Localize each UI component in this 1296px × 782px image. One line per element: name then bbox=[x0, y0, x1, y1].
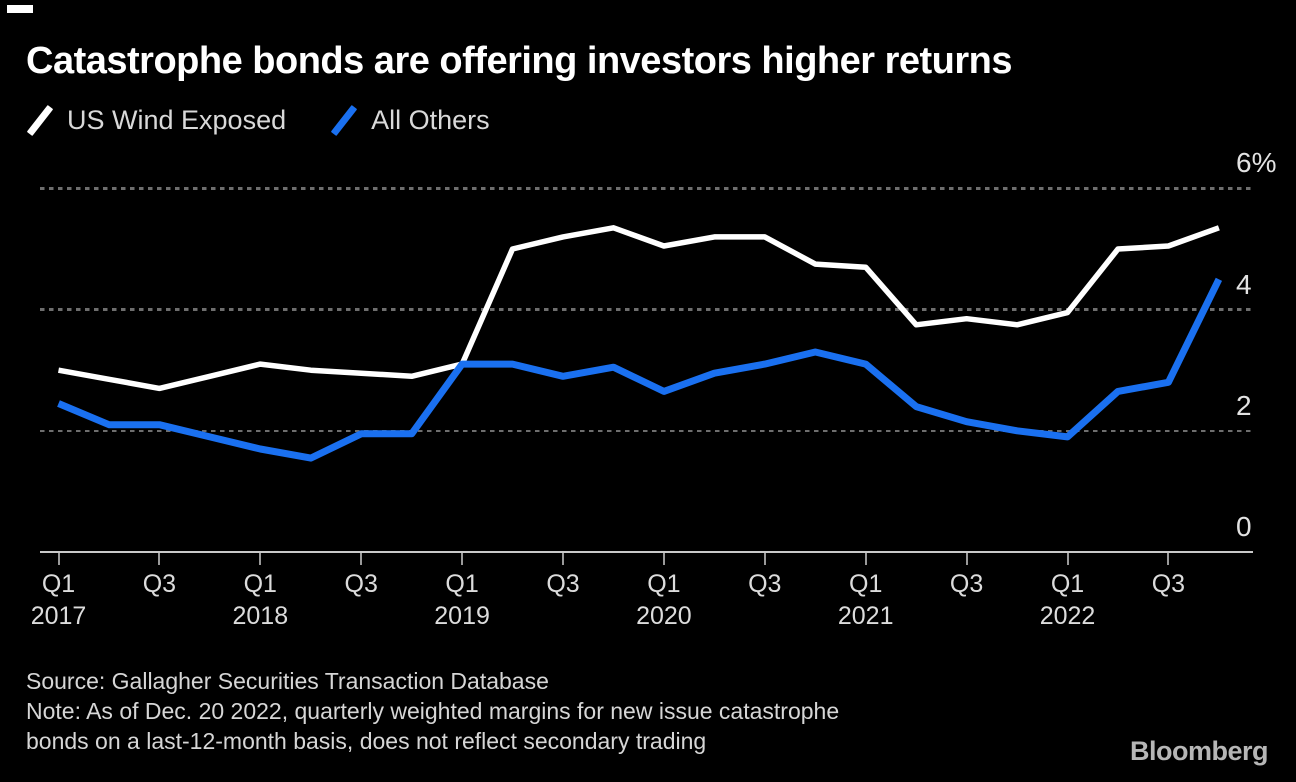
x-axis-line bbox=[40, 550, 1253, 554]
x-axis-year-label: 2022 bbox=[1039, 602, 1096, 630]
chart-legend: US Wind Exposed All Others bbox=[26, 104, 534, 137]
x-axis-tick bbox=[461, 553, 464, 565]
x-axis-quarter-label: Q3 bbox=[142, 570, 177, 598]
note-text-line-2: bonds on a last-12-month basis, does not… bbox=[26, 728, 707, 754]
x-axis-quarter-label: Q1 bbox=[243, 570, 277, 598]
bloomberg-logo: Bloomberg bbox=[1129, 736, 1269, 766]
x-axis-tick bbox=[965, 553, 968, 565]
x-axis-tick bbox=[1167, 553, 1170, 565]
x-axis-quarter-label: Q1 bbox=[41, 570, 76, 598]
gridline-2pct bbox=[40, 429, 1253, 433]
legend-item-us-wind: US Wind Exposed bbox=[26, 104, 287, 137]
y-axis-label-2: 2 bbox=[1236, 389, 1252, 421]
x-axis-quarter-label: Q1 bbox=[1050, 570, 1085, 598]
x-axis-year-label: 2018 bbox=[232, 602, 289, 630]
y-axis-label-0: 0 bbox=[1236, 511, 1252, 542]
x-axis-tick bbox=[57, 553, 60, 565]
x-axis-quarter-label: Q3 bbox=[344, 570, 378, 598]
legend-label-all-others: All Others bbox=[371, 104, 490, 135]
x-axis-quarter-label: Q3 bbox=[949, 570, 984, 598]
x-axis-year-label: 2021 bbox=[837, 602, 894, 630]
x-axis-quarter-label: Q3 bbox=[546, 570, 580, 598]
x-axis-tick bbox=[158, 553, 161, 565]
y-axis-label-6: 6% bbox=[1236, 147, 1277, 179]
x-axis-quarter-label: Q3 bbox=[748, 570, 782, 598]
y-axis-label-4: 4 bbox=[1236, 268, 1252, 300]
x-axis-tick bbox=[259, 553, 262, 565]
x-axis-year-label: 2019 bbox=[434, 602, 490, 630]
chart-title: Catastrophe bonds are offering investors… bbox=[26, 40, 1013, 82]
bloomberg-brand-dash-icon bbox=[7, 5, 33, 13]
x-axis-tick bbox=[1066, 553, 1069, 565]
x-axis-quarter-label: Q3 bbox=[1151, 570, 1186, 598]
x-axis-tick bbox=[562, 553, 564, 565]
x-axis-year-label: 2017 bbox=[30, 602, 87, 630]
gridline-6pct bbox=[40, 187, 1253, 190]
x-axis-quarter-label: Q1 bbox=[849, 570, 883, 598]
x-axis-tick bbox=[763, 553, 766, 565]
x-axis-year-label: 2020 bbox=[636, 602, 692, 630]
x-axis-tick bbox=[864, 553, 867, 565]
legend-label-us-wind: US Wind Exposed bbox=[67, 104, 287, 135]
x-axis-tick bbox=[360, 553, 363, 565]
source-text: Source: Gallagher Securities Transaction… bbox=[26, 668, 549, 694]
x-axis-quarter-label: Q1 bbox=[445, 570, 479, 598]
note-text-line-1: Note: As of Dec. 20 2022, quarterly weig… bbox=[26, 698, 840, 724]
legend-item-all-others: All Others bbox=[330, 104, 490, 137]
x-axis-tick bbox=[662, 553, 665, 565]
gridline-4pct bbox=[40, 308, 1253, 311]
x-axis-quarter-label: Q1 bbox=[647, 570, 681, 598]
